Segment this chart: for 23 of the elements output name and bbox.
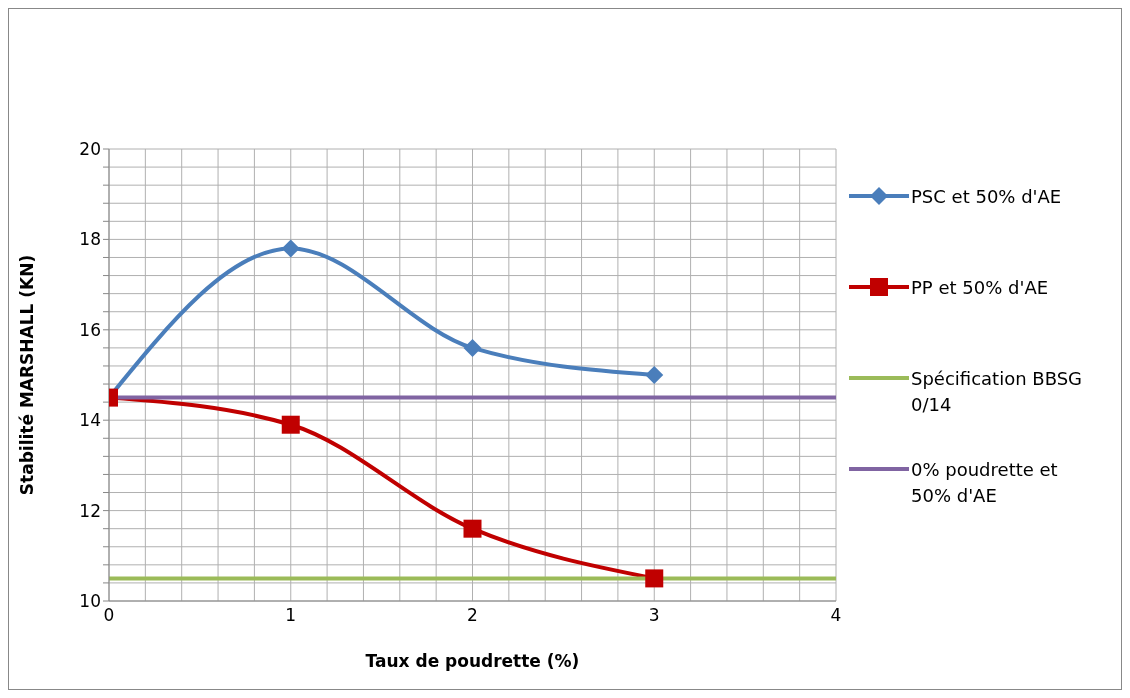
y-tick-label: 16 [79, 319, 101, 340]
point [645, 569, 664, 588]
point [281, 239, 300, 258]
point [463, 338, 482, 357]
y-tick-label: 14 [79, 410, 101, 431]
y-axis-title: Stabilité MARSHALL (KN) [17, 254, 38, 496]
legend-label: Spécification BBSG 0/14 [911, 367, 1084, 417]
x-axis-title: Taux de poudrette (%) [365, 651, 580, 671]
legend-label: 0% poudrette et 50% d'AE [911, 458, 1059, 508]
y-tick-label: 20 [79, 139, 101, 160]
y-tick-label: 18 [79, 229, 101, 250]
x-tick-label: 1 [285, 605, 297, 626]
x-tick-label: 0 [103, 605, 115, 626]
point [645, 366, 664, 384]
point [281, 415, 300, 434]
point [463, 519, 482, 538]
x-tick-label: 2 [467, 605, 478, 626]
legend-label: PSC et 50% d'AE [911, 185, 1063, 209]
y-tick-label: 12 [79, 500, 101, 521]
x-tick-label: 4 [830, 605, 842, 626]
y-tick-label: 10 [79, 591, 101, 612]
legend-label: PP et 50% d'AE [911, 276, 1050, 300]
x-tick-label: 3 [648, 605, 660, 626]
